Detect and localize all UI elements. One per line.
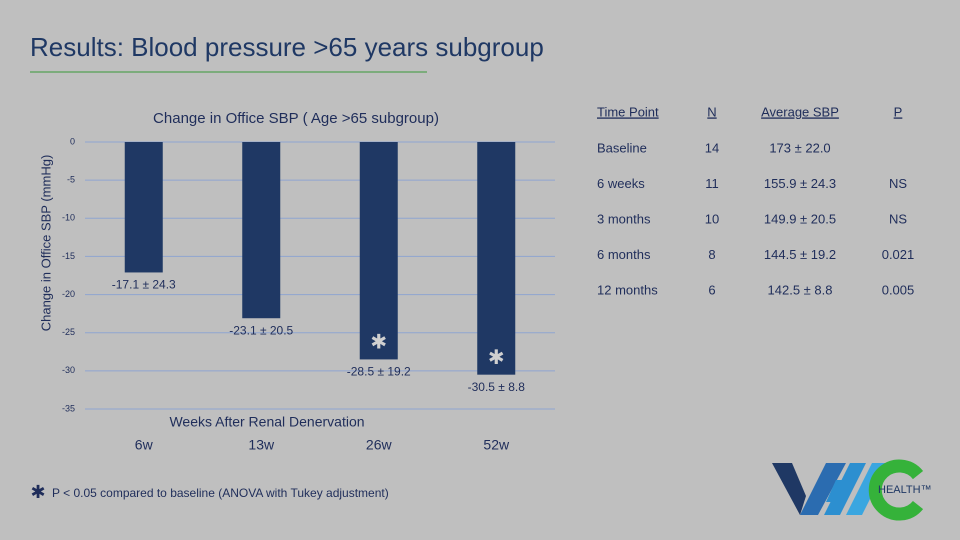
table-header: P — [894, 104, 903, 119]
bar — [477, 142, 516, 375]
table-cell: NS — [889, 176, 907, 191]
y-tick-label: -10 — [62, 213, 75, 223]
table-header: Average SBP — [761, 104, 839, 119]
table-cell: 6 weeks — [597, 176, 645, 191]
table-header: N — [707, 104, 716, 119]
footnote: P < 0.05 compared to baseline (ANOVA wit… — [52, 486, 389, 500]
table-cell: 14 — [705, 140, 719, 155]
y-tick-label: -35 — [62, 403, 75, 413]
table-cell: 12 months — [597, 282, 658, 297]
table-cell: Baseline — [597, 140, 647, 155]
table-cell: 6 months — [597, 247, 651, 262]
logo-c — [868, 459, 924, 521]
table-cell: 3 months — [597, 211, 651, 226]
value-label: -17.1 ± 24.3 — [112, 278, 176, 292]
logo-v — [800, 463, 846, 515]
logo-text: HEALTH™ — [878, 484, 932, 496]
table-cell: NS — [889, 211, 907, 226]
table-cell: 144.5 ± 19.2 — [764, 247, 836, 262]
x-tick-label: 26w — [366, 437, 393, 453]
slide-title: Results: Blood pressure >65 years subgro… — [30, 32, 544, 62]
y-tick-label: -20 — [62, 289, 75, 299]
table-cell: 173 ± 22.0 — [769, 140, 830, 155]
table-cell: 149.9 ± 20.5 — [764, 211, 836, 226]
bar — [359, 142, 398, 360]
table-cell: 155.9 ± 24.3 — [764, 176, 836, 191]
y-tick-label: -5 — [67, 175, 75, 185]
logo-v — [772, 463, 806, 515]
x-tick-label: 6w — [135, 437, 154, 453]
value-label: -30.5 ± 8.8 — [468, 380, 526, 394]
table-cell: 6 — [708, 282, 715, 297]
bar — [242, 142, 281, 319]
table-header: Time Point — [597, 104, 659, 119]
value-label: -28.5 ± 19.2 — [347, 365, 411, 379]
table-cell: 10 — [705, 211, 719, 226]
bar — [124, 142, 163, 273]
chart-title: Change in Office SBP ( Age >65 subgroup) — [153, 110, 439, 127]
table-cell: 0.005 — [882, 282, 915, 297]
y-tick-label: -25 — [62, 327, 75, 337]
logo: HEALTH™ — [772, 459, 932, 521]
y-axis-label: Change in Office SBP (mmHg) — [38, 155, 53, 332]
y-tick-label: 0 — [70, 136, 75, 146]
x-tick-label: 52w — [483, 437, 510, 453]
y-tick-label: -15 — [62, 251, 75, 261]
significance-marker: ✱ — [488, 347, 505, 369]
logo-h — [824, 463, 866, 515]
x-tick-label: 13w — [248, 437, 275, 453]
value-label: -23.1 ± 20.5 — [229, 323, 293, 337]
table-cell: 8 — [708, 247, 715, 262]
table-cell: 0.021 — [882, 247, 915, 262]
footnote-marker: ✱ — [30, 482, 45, 502]
table-cell: 142.5 ± 8.8 — [768, 282, 833, 297]
x-axis-label: Weeks After Renal Denervation — [169, 414, 364, 430]
significance-marker: ✱ — [370, 332, 387, 354]
table-cell: 11 — [705, 176, 719, 191]
y-tick-label: -30 — [62, 365, 75, 375]
